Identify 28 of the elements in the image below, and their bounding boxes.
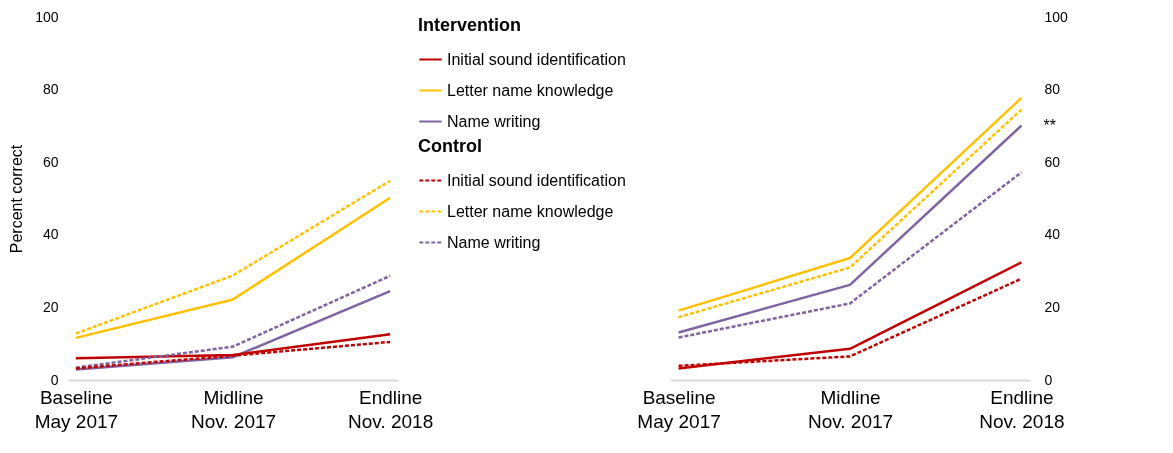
- y-tick-label: 0: [50, 371, 59, 388]
- y2-tick-label: 80: [1044, 81, 1061, 98]
- y-tick-label: 60: [42, 153, 59, 170]
- y2-tick-label: 60: [1044, 153, 1061, 170]
- y-tick-label: 20: [42, 298, 59, 315]
- legend-label: Initial sound identification: [447, 171, 626, 189]
- legend-label: Initial sound identification: [447, 50, 626, 68]
- text: **: [1043, 116, 1056, 134]
- legend-label: Letter name knowledge: [447, 81, 614, 99]
- y-tick-label: 100: [35, 8, 59, 25]
- y2-tick-label: 40: [1044, 226, 1061, 243]
- x-tick-label: Endline Nov. 2018: [348, 386, 434, 432]
- y2-tick-label: 0: [1044, 371, 1053, 388]
- legend-label: Name writing: [447, 233, 541, 251]
- y2-tick-label: 100: [1044, 8, 1069, 25]
- legend-title: Intervention: [418, 15, 522, 35]
- x-tick-label: Midline Nov. 2017: [807, 386, 894, 432]
- legend-label: Name writing: [447, 112, 541, 130]
- x-tick-label: Baseline May 2017: [34, 386, 119, 432]
- y-axis-title: Percent correct: [8, 144, 26, 254]
- y-tick-label: 40: [42, 226, 59, 243]
- legend-label: Letter name knowledge: [447, 202, 614, 220]
- y-tick-label: 80: [42, 81, 59, 98]
- x-tick-label: Baseline May 2017: [637, 386, 721, 432]
- text: Control: [418, 136, 482, 156]
- y2-tick-label: 20: [1044, 298, 1061, 315]
- x-tick-label: Midline Nov. 2017: [190, 386, 277, 432]
- x-tick-label: Endline Nov. 2018: [979, 386, 1065, 432]
